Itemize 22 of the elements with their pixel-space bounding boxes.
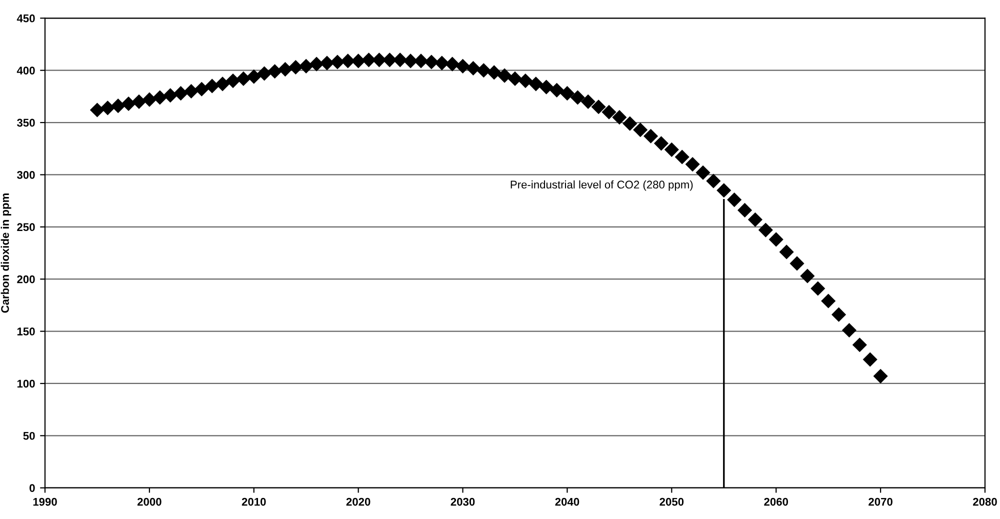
y-tick-label: 200 [17,275,35,284]
x-tick-label: 2070 [868,498,892,506]
y-tick-label: 100 [17,380,35,388]
x-tick-label: 2030 [450,498,475,506]
y-tick-label: 250 [17,223,35,232]
x-tick-label: 1990 [33,498,57,506]
annotation: Pre-industrial level of CO2 (280 ppm) [510,180,693,191]
y-tick-label: 0 [30,484,35,492]
y-tick-label: 450 [16,14,35,22]
y-axis-title: Carbon dioxide in ppm [0,194,12,313]
y-tick-label: 150 [17,328,35,336]
y-tick-label: 50 [23,432,35,440]
x-tick-label: 2080 [973,498,997,506]
x-tick-label: 2020 [346,498,370,506]
x-tick-label: 2040 [555,498,580,506]
x-tick-label: 2050 [660,498,684,506]
y-tick-label: 350 [16,118,35,127]
x-tick-label: 2010 [242,498,266,506]
x-tick-label: 2060 [764,498,788,506]
y-tick-label: 400 [16,66,35,74]
y-tick-label: 300 [16,170,35,179]
x-tick-label: 2000 [137,498,162,506]
